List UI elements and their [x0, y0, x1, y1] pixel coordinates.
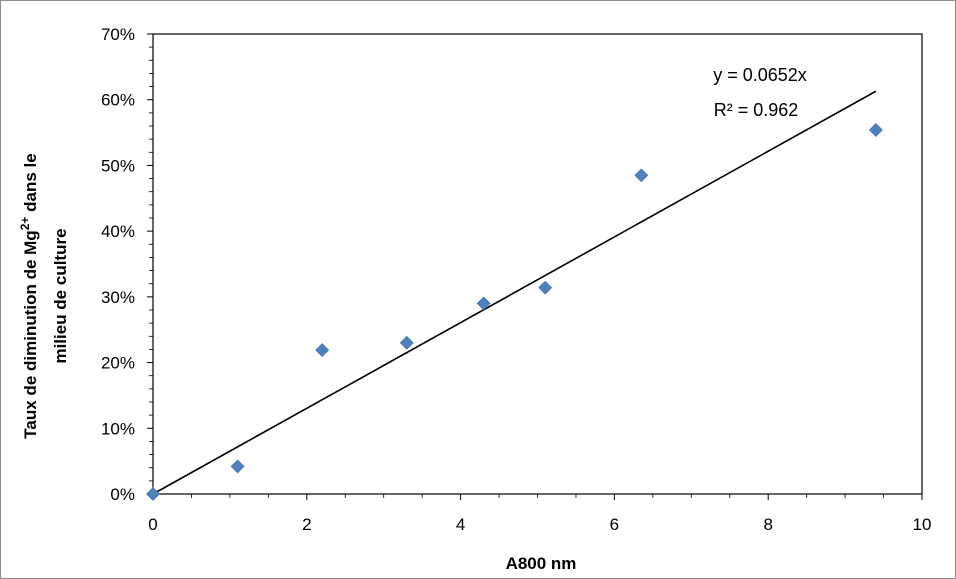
x-minor-ticks [191, 494, 884, 498]
y-tick-label: 60% [101, 91, 135, 110]
data-point [399, 335, 414, 350]
plot-area [152, 33, 923, 495]
y-tick-label: 20% [101, 354, 135, 373]
y-tick-label: 40% [101, 222, 135, 241]
trendline-r-squared: R² = 0.962 [714, 100, 799, 120]
y-tick-label: 0% [110, 485, 135, 504]
data-point [476, 296, 491, 311]
y-tick-label: 30% [101, 288, 135, 307]
y-axis-title-line2: milieu de culture [51, 228, 70, 363]
y-minor-ticks [149, 46, 153, 482]
data-point [538, 280, 553, 295]
trendline-equation: y = 0.0652x [713, 65, 807, 85]
x-tick-label: 4 [456, 515, 465, 534]
data-point [315, 343, 330, 358]
y-tick-label: 70% [101, 25, 135, 44]
y-axis-title-prefix: Taux de diminution de Mg [21, 230, 40, 438]
x-tick-label: 2 [302, 515, 311, 534]
x-tick-label: 8 [763, 515, 772, 534]
data-points [146, 123, 883, 501]
x-tick-label: 6 [610, 515, 619, 534]
trendline [152, 90, 877, 495]
y-tick-label: 10% [101, 419, 135, 438]
y-tick-label: 50% [101, 156, 135, 175]
y-tick-labels: 0% 10% 20% 30% 40% 50% 60% 70% [101, 25, 135, 504]
y-axis-title-superscript: 2+ [18, 217, 32, 231]
x-tick-label: 10 [913, 515, 932, 534]
data-point [146, 487, 160, 501]
x-axis-title: A800 nm [506, 554, 577, 573]
y-axis-title-suffix: dans le [21, 153, 40, 216]
y-axis-title-line1: Taux de diminution de Mg2+ dans le [18, 153, 40, 438]
data-point [634, 168, 649, 183]
y-axis-title: Taux de diminution de Mg2+ dans le milie… [18, 153, 70, 438]
x-tick-labels: 0 2 4 6 8 10 [148, 515, 931, 534]
data-point [230, 459, 245, 474]
data-point [868, 123, 883, 137]
x-tick-label: 0 [148, 515, 157, 534]
y-major-ticks [147, 33, 153, 495]
